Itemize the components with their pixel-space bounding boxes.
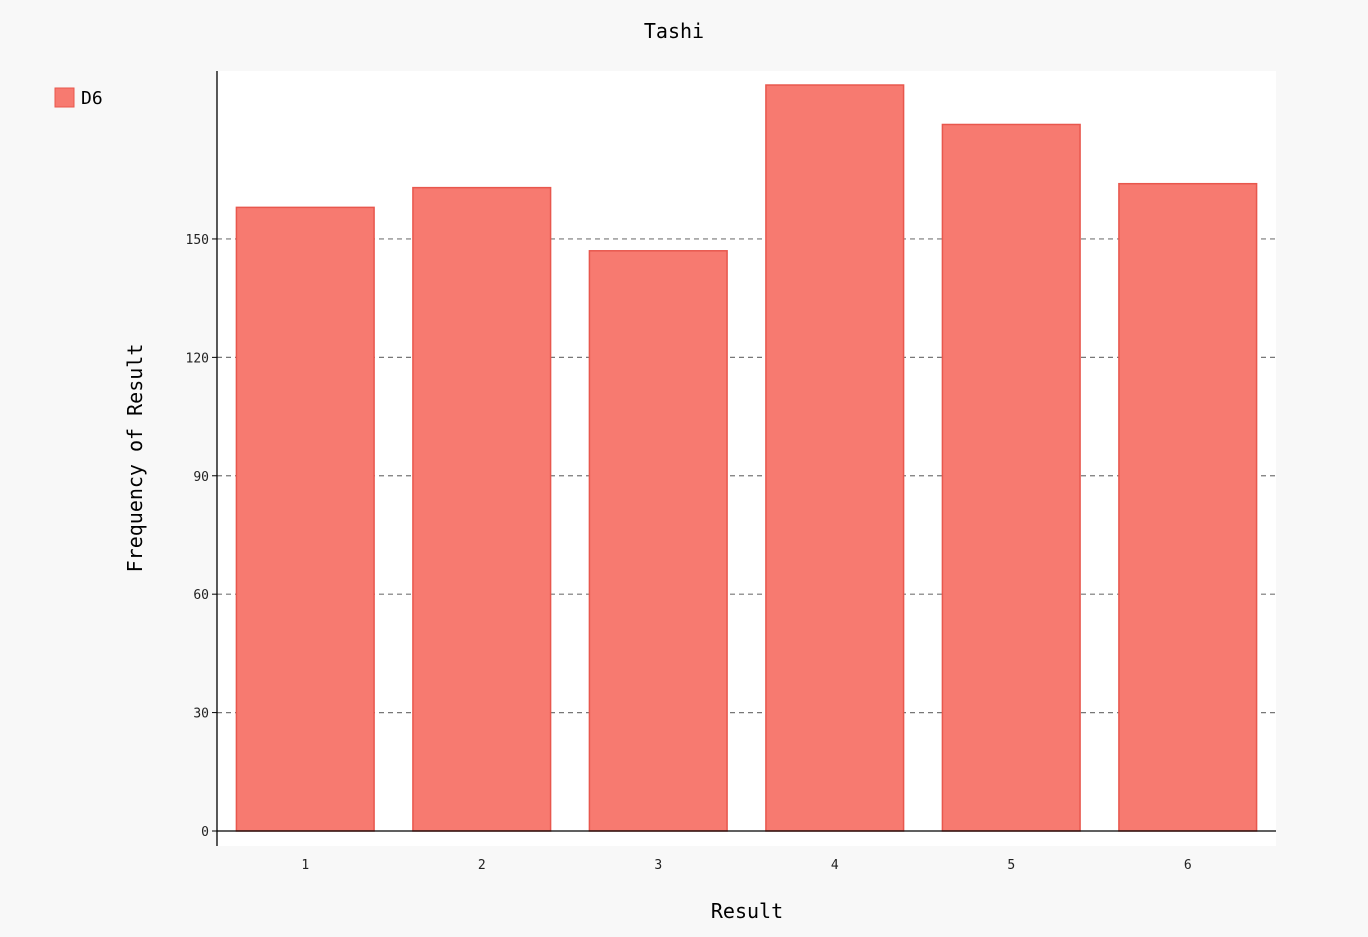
x-tick-label-3: 3 bbox=[654, 858, 662, 873]
x-tick-label-1: 1 bbox=[301, 858, 309, 873]
x-tick-label-2: 2 bbox=[478, 858, 486, 873]
y-axis-label: Frequency of Result bbox=[123, 344, 147, 573]
y-tick-label-120: 120 bbox=[186, 351, 209, 366]
x-tick-label-4: 4 bbox=[831, 858, 839, 873]
y-tick-label-150: 150 bbox=[186, 233, 209, 248]
x-tick-label-5: 5 bbox=[1007, 858, 1015, 873]
bar-3[interactable] bbox=[589, 251, 727, 831]
x-tick-label-6: 6 bbox=[1184, 858, 1192, 873]
x-axis-label: Result bbox=[711, 899, 783, 923]
bar-6[interactable] bbox=[1119, 184, 1257, 831]
plot-background bbox=[217, 71, 1276, 846]
chart-title: Tashi bbox=[644, 19, 704, 43]
bar-4[interactable] bbox=[766, 85, 904, 831]
legend-swatch[interactable] bbox=[55, 88, 74, 107]
y-tick-label-0: 0 bbox=[201, 825, 209, 840]
bar-5[interactable] bbox=[942, 124, 1080, 831]
bar-1[interactable] bbox=[236, 207, 374, 831]
bar-2[interactable] bbox=[413, 188, 551, 831]
y-tick-label-30: 30 bbox=[193, 707, 209, 722]
y-tick-label-60: 60 bbox=[193, 588, 209, 603]
y-tick-label-90: 90 bbox=[193, 470, 209, 485]
legend-label[interactable]: D6 bbox=[81, 88, 103, 109]
